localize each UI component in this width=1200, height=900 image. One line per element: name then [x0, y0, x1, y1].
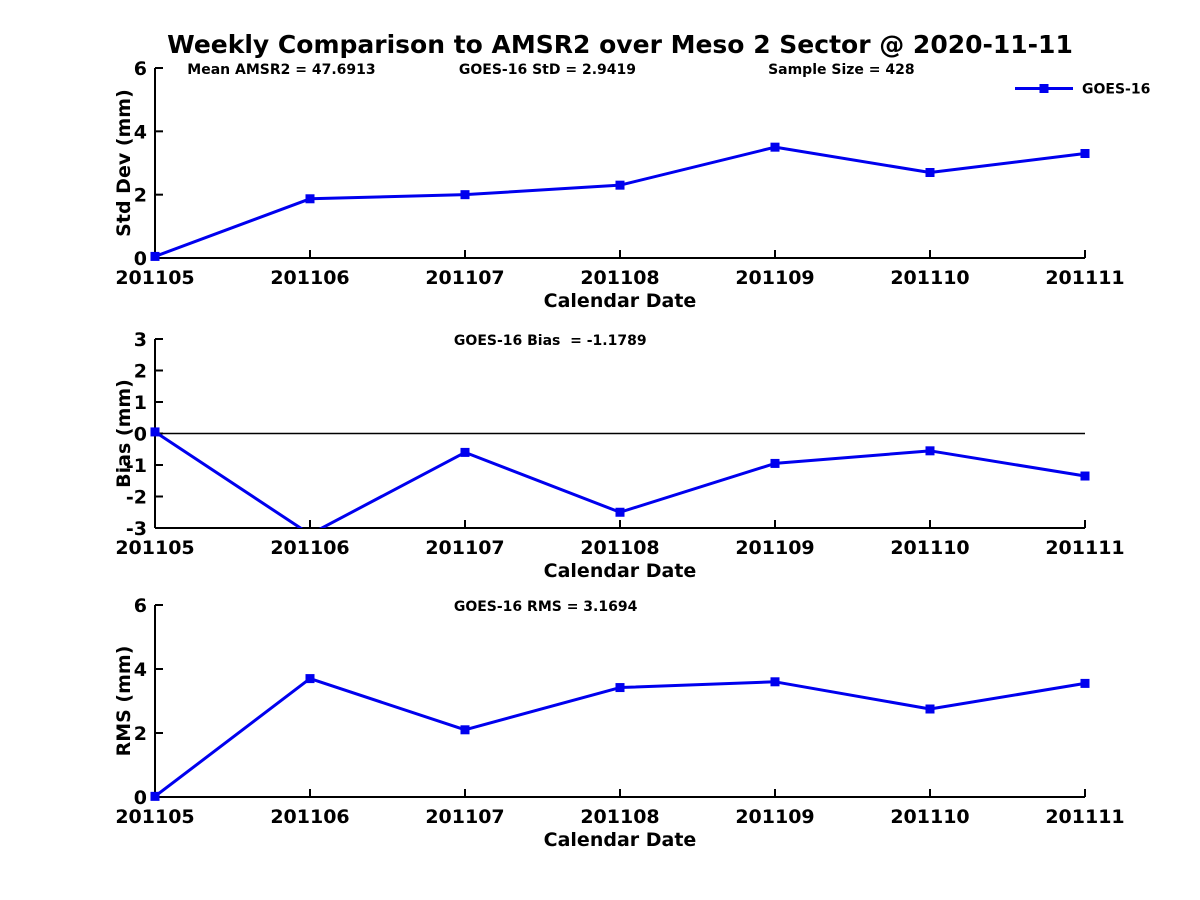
data-point-marker	[925, 704, 935, 714]
x-axis-title: Calendar Date	[544, 290, 697, 312]
x-tick-label: 201106	[270, 806, 349, 828]
x-tick-label: 201111	[1045, 267, 1124, 289]
x-tick-label: 201110	[890, 267, 969, 289]
x-tick-label: 201105	[115, 267, 194, 289]
data-point-marker	[615, 683, 625, 693]
data-point-marker	[460, 447, 470, 457]
x-tick-label: 201108	[580, 806, 659, 828]
x-tick-label: 201109	[735, 537, 814, 559]
series-line	[154, 145, 1086, 258]
y-tick-label: 2	[134, 723, 147, 745]
y-axis-title: Bias (mm)	[113, 379, 135, 488]
annotation: GOES-16 StD = 2.9419	[459, 62, 636, 78]
x-tick-label: 201107	[425, 806, 504, 828]
legend-label: GOES-16	[1082, 82, 1150, 98]
annotation: Sample Size = 428	[768, 62, 915, 78]
y-axis-title: RMS (mm)	[113, 646, 135, 757]
data-point-marker	[150, 791, 160, 801]
data-point-marker	[305, 674, 315, 684]
x-tick-label: 201109	[735, 267, 814, 289]
plot-bias: -3 -2 -1 0 1 2 3 201105 201106 201107 201108 201109…	[113, 329, 1125, 582]
y-tick-label: 0	[134, 248, 147, 270]
y-tick-label: 2	[134, 361, 147, 383]
y-tick-label: 1	[134, 392, 147, 414]
x-tick-label: 201111	[1045, 806, 1124, 828]
y-tick-label: -1	[126, 455, 147, 477]
data-point-marker	[460, 190, 470, 200]
data-point-marker	[615, 180, 625, 190]
chart-title: Weekly Comparison to AMSR2 over Meso 2 S…	[167, 30, 1073, 59]
y-tick-label: 3	[134, 329, 147, 351]
series-line	[154, 430, 1086, 528]
x-tick-label: 201105	[115, 806, 194, 828]
y-tick-label: 6	[134, 595, 147, 617]
y-tick-label: 2	[134, 185, 147, 207]
data-point-marker	[460, 725, 470, 735]
annotation: GOES-16 RMS = 3.1694	[454, 599, 638, 615]
y-tick-label: 6	[134, 58, 147, 80]
data-point-marker	[305, 194, 315, 204]
x-tick-label: 201108	[580, 267, 659, 289]
x-tick-label: 201107	[425, 267, 504, 289]
data-point-marker	[770, 142, 780, 152]
y-tick-label: 0	[134, 787, 147, 809]
x-tick-label: 201105	[115, 537, 194, 559]
x-tick-label: 201106	[270, 267, 349, 289]
series-line	[154, 677, 1086, 797]
x-tick-label: 201110	[890, 806, 969, 828]
y-tick-label: 4	[134, 121, 147, 143]
x-tick-label: 201109	[735, 806, 814, 828]
annotation: GOES-16 Bias = -1.1789	[454, 333, 647, 349]
data-point-marker	[925, 168, 935, 177]
annotation: Mean AMSR2 = 47.6913	[187, 62, 375, 78]
y-tick-label: 4	[134, 659, 147, 681]
x-tick-label: 201111	[1045, 537, 1124, 559]
data-point-marker	[150, 427, 160, 437]
x-tick-label: 201107	[425, 537, 504, 559]
plot-stddev: 0 2 4 6 201105 201106 201107 201108 201109 201110…	[113, 58, 1150, 312]
plot-rms: 0 2 4 6 201105 201106 201107 201108 201109 201110…	[113, 595, 1125, 851]
y-tick-label: 0	[134, 424, 147, 446]
data-point-marker	[925, 446, 935, 456]
data-point-marker	[1080, 149, 1090, 158]
data-point-marker	[770, 458, 780, 468]
data-point-marker	[1080, 678, 1090, 688]
y-tick-label: -3	[126, 518, 147, 540]
x-tick-label: 201110	[890, 537, 969, 559]
data-point-marker	[150, 251, 160, 261]
y-axis-title: Std Dev (mm)	[113, 89, 135, 237]
x-axis-title: Calendar Date	[544, 829, 697, 851]
y-tick-label: -2	[126, 487, 147, 509]
x-tick-label: 201108	[580, 537, 659, 559]
x-tick-label: 201106	[270, 537, 349, 559]
data-point-marker	[615, 507, 625, 517]
data-point-marker	[770, 677, 780, 687]
data-point-marker	[1080, 471, 1090, 481]
legend-marker-icon	[1039, 84, 1049, 93]
x-axis-title: Calendar Date	[544, 560, 697, 582]
